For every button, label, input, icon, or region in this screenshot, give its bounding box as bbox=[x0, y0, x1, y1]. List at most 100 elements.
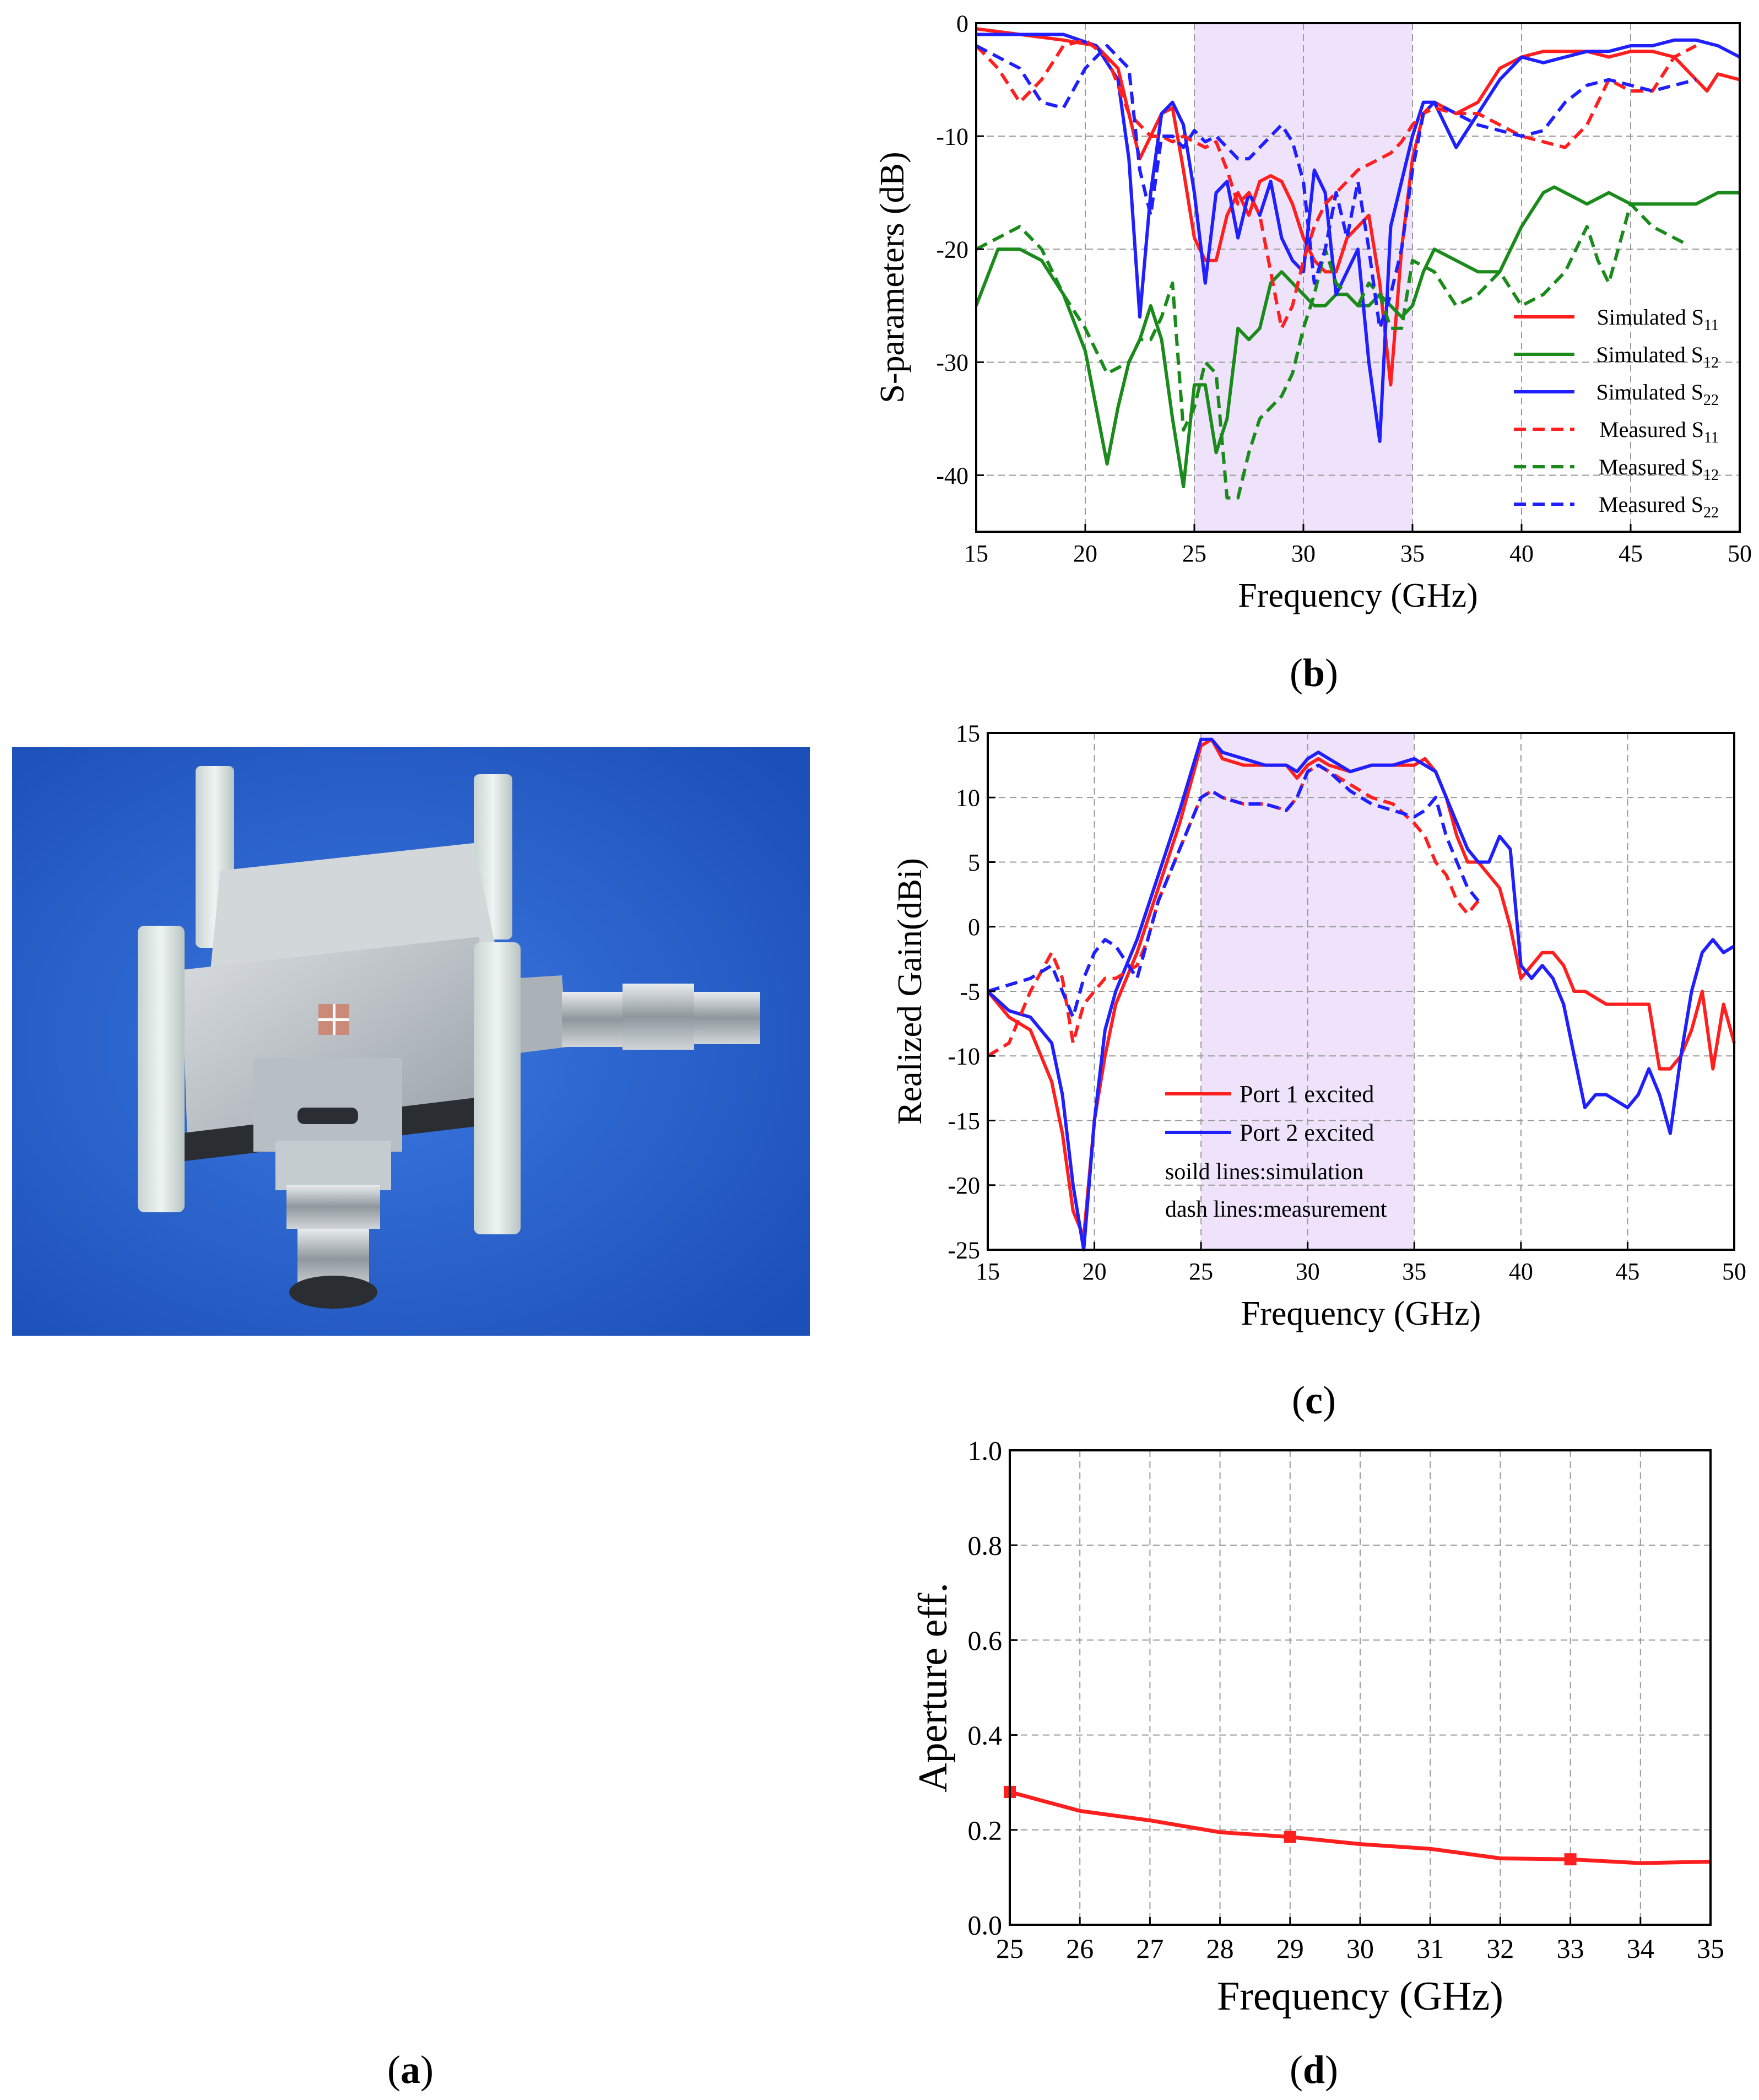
side-connector-tip bbox=[694, 992, 760, 1044]
y-tick-label: -10 bbox=[936, 123, 968, 150]
legend-subscript: 11 bbox=[1704, 429, 1719, 446]
y-tick-label: 0.2 bbox=[968, 1815, 1003, 1845]
x-tick-label: 30 bbox=[1291, 540, 1316, 567]
series-line-2 bbox=[986, 737, 1735, 1251]
x-tick-label: 40 bbox=[1509, 540, 1534, 567]
patch-array-slot-v bbox=[333, 1004, 335, 1035]
x-tick-label: 26 bbox=[1066, 1933, 1094, 1964]
legend-subscript: 12 bbox=[1703, 467, 1719, 484]
legend-subscript: 12 bbox=[1703, 354, 1719, 371]
x-axis-label: Frequency (GHz) bbox=[1238, 577, 1478, 614]
panel-letter-a: (a) bbox=[387, 2048, 434, 2092]
panel-letter-d: (d) bbox=[1290, 2048, 1338, 2092]
y-tick-label: 0 bbox=[968, 914, 980, 941]
standoff-front-right bbox=[474, 942, 521, 1234]
x-tick-label: 33 bbox=[1557, 1933, 1584, 1964]
x-axis-label: Frequency (GHz) bbox=[1241, 1295, 1481, 1332]
x-tick-label: 35 bbox=[1400, 540, 1425, 567]
x-tick-label: 20 bbox=[1083, 1258, 1107, 1285]
y-tick-label: -15 bbox=[948, 1108, 980, 1135]
x-tick-label: 27 bbox=[1136, 1933, 1163, 1964]
annotation-2: dash lines:measurement bbox=[1165, 1197, 1387, 1222]
photo-panel bbox=[12, 747, 810, 1336]
x-tick-label: 32 bbox=[1486, 1933, 1514, 1964]
x-tick-label: 30 bbox=[1346, 1933, 1374, 1964]
x-tick-label: 25 bbox=[1182, 540, 1206, 567]
y-tick-label: 0.8 bbox=[968, 1530, 1003, 1561]
panel-letter-b: (b) bbox=[1290, 651, 1338, 695]
y-tick-label: -30 bbox=[936, 349, 968, 376]
legend-label-2: Port 2 excited bbox=[1240, 1119, 1374, 1146]
x-tick-label: 29 bbox=[1276, 1933, 1304, 1964]
legend-label-5: Measured S12 bbox=[1599, 455, 1719, 484]
front-connector-base bbox=[275, 1141, 391, 1190]
y-axis-label: Aperture eff. bbox=[911, 1583, 956, 1793]
legend-label-4: Measured S11 bbox=[1599, 417, 1719, 446]
y-tick-label: 15 bbox=[956, 720, 980, 747]
legend-subscript: 11 bbox=[1704, 317, 1719, 334]
x-tick-label: 40 bbox=[1509, 1258, 1533, 1285]
chart-aperture-efficiency: 25 26 27 28 29 30 31 32 33 34 35 0.0 0.2 0.4 0.6 0.8 1.0… bbox=[911, 1435, 1724, 2020]
y-tick-label: 0 bbox=[956, 10, 968, 37]
chart-s-parameters: 15 20 25 30 35 40 45 50 0 -10 -20 -30 -40 Frequency (… bbox=[874, 10, 1752, 614]
y-tick-label: 0.4 bbox=[968, 1720, 1003, 1751]
series-line-4 bbox=[987, 763, 1480, 1019]
y-tick-label: 10 bbox=[956, 785, 980, 812]
x-tick-label: 20 bbox=[1073, 540, 1097, 567]
legend-subscript: 22 bbox=[1703, 392, 1719, 409]
y-tick-label: -25 bbox=[948, 1237, 980, 1264]
series-line-3 bbox=[976, 33, 1741, 443]
side-connector-barrel bbox=[623, 984, 694, 1050]
x-tick-label: 15 bbox=[964, 540, 988, 567]
legend-subscript: 22 bbox=[1703, 504, 1719, 521]
annotation-1: soild lines:simulation bbox=[1165, 1159, 1364, 1185]
series-line-5 bbox=[975, 202, 1686, 500]
series-line-2 bbox=[975, 185, 1740, 488]
x-tick-label: 45 bbox=[1615, 1258, 1639, 1285]
legend-label-2: Simulated S12 bbox=[1596, 342, 1719, 371]
x-tick-label: 50 bbox=[1722, 1258, 1746, 1285]
x-tick-label: 35 bbox=[1697, 1933, 1724, 1964]
front-connector-nut bbox=[286, 1185, 380, 1229]
series-marker bbox=[1284, 1831, 1296, 1843]
series-line-1 bbox=[1009, 1790, 1711, 1865]
series-marker bbox=[1564, 1853, 1577, 1866]
legend-label-6: Measured S22 bbox=[1599, 492, 1719, 521]
y-tick-label: -40 bbox=[936, 462, 968, 489]
y-tick-label: 1.0 bbox=[968, 1435, 1003, 1466]
y-tick-label: 0.6 bbox=[968, 1625, 1003, 1656]
x-tick-label: 25 bbox=[1189, 1258, 1213, 1285]
side-connector-nut bbox=[562, 992, 623, 1047]
x-tick-label: 50 bbox=[1728, 540, 1752, 567]
y-tick-label: 5 bbox=[968, 849, 980, 876]
x-axis-label: Frequency (GHz) bbox=[1217, 1974, 1503, 2019]
y-tick-label: 0.0 bbox=[968, 1910, 1003, 1941]
y-tick-label: -5 bbox=[960, 978, 980, 1005]
series-line-6 bbox=[975, 44, 1697, 330]
legend-label-1: Simulated S11 bbox=[1597, 305, 1719, 334]
x-tick-label: 28 bbox=[1206, 1933, 1234, 1964]
plot-frame bbox=[975, 22, 1741, 533]
x-tick-label: 25 bbox=[996, 1933, 1024, 1964]
y-axis-label: Realized Gain(dBi) bbox=[891, 858, 929, 1125]
panel-letter-c: (c) bbox=[1292, 1378, 1336, 1422]
front-connector-opening bbox=[289, 1276, 377, 1309]
y-axis-label: S-parameters (dB) bbox=[874, 152, 911, 403]
front-connector-slot bbox=[297, 1108, 358, 1124]
chart-realized-gain: 15 20 25 30 35 40 45 50151050-5-10-15-20-25Freq… bbox=[891, 720, 1746, 1332]
legend-label-1: Port 1 excited bbox=[1240, 1081, 1374, 1108]
series-line-4 bbox=[975, 38, 1697, 330]
front-connector-block bbox=[253, 1058, 402, 1152]
x-tick-label: 31 bbox=[1416, 1933, 1444, 1964]
x-tick-label: 30 bbox=[1296, 1258, 1320, 1285]
x-tick-label: 45 bbox=[1619, 540, 1643, 567]
standoff-front-left bbox=[138, 926, 185, 1212]
legend-label-3: Simulated S22 bbox=[1596, 380, 1719, 409]
x-tick-label: 34 bbox=[1627, 1933, 1654, 1964]
y-tick-label: -10 bbox=[948, 1043, 980, 1070]
x-tick-label: 15 bbox=[976, 1258, 1000, 1285]
x-tick-label: 35 bbox=[1402, 1258, 1426, 1285]
y-tick-label: -20 bbox=[936, 236, 968, 263]
y-tick-label: -20 bbox=[948, 1172, 980, 1199]
